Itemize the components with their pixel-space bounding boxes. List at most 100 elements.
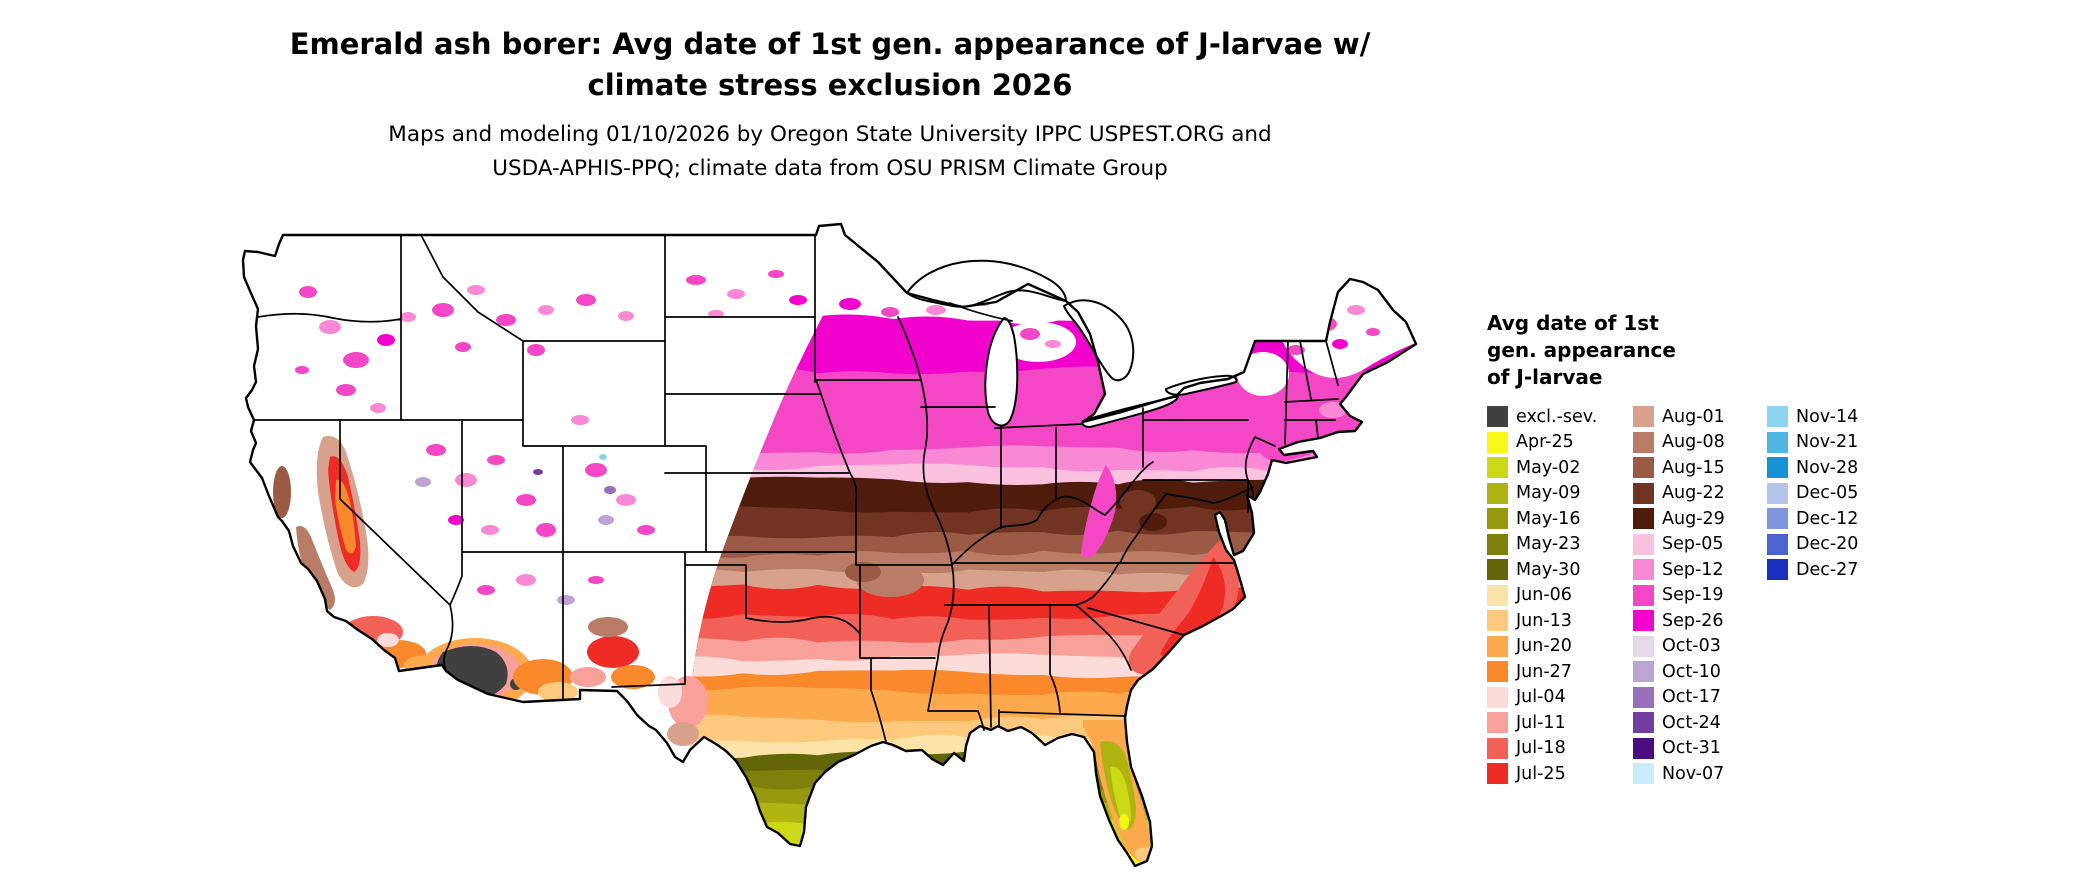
map-area: [238, 222, 1423, 884]
legend-label: Aug-15: [1662, 457, 1725, 478]
legend-swatch: [1633, 686, 1654, 708]
legend-label: Dec-27: [1796, 559, 1859, 580]
legend-item: Jun-27: [1487, 661, 1633, 682]
legend-swatch: [1633, 661, 1654, 682]
legend-item: Oct-24: [1633, 712, 1767, 733]
legend-item: Oct-31: [1633, 737, 1767, 759]
legend-item: Oct-03: [1633, 635, 1767, 657]
legend-swatch: [1487, 712, 1508, 733]
florida-yellow-speck: [1119, 814, 1129, 830]
legend-swatch: [1633, 712, 1654, 733]
legend-swatch: [1767, 457, 1788, 478]
legend-item: Oct-10: [1633, 661, 1767, 682]
legend-item: May-09: [1487, 482, 1633, 504]
wtx-tan: [667, 722, 699, 746]
page-subtitle: Maps and modeling 01/10/2026 by Oregon S…: [0, 118, 1660, 186]
legend-item: Jul-04: [1487, 686, 1633, 708]
legend-item: Nov-21: [1767, 431, 1897, 453]
legend-column: Nov-14 Nov-21 Nov-28 Dec-05 Dec-12 Dec-20 Dec-…: [1767, 406, 1897, 585]
legend-item: Dec-12: [1767, 508, 1897, 529]
legend-swatch: [1487, 559, 1508, 580]
legend-item: excl.-sev.: [1487, 406, 1633, 427]
legend-swatch: [1487, 431, 1508, 453]
legend-swatch: [1487, 635, 1508, 657]
legend-label: Nov-07: [1662, 763, 1725, 784]
legend-item: Jun-06: [1487, 584, 1633, 606]
legend-swatch: [1487, 737, 1508, 759]
legend-swatch: [1487, 482, 1508, 504]
legend-item: Aug-22: [1633, 482, 1767, 504]
legend-item: Jul-11: [1487, 712, 1633, 733]
legend-label: Dec-20: [1796, 534, 1859, 554]
nm-brown: [588, 617, 628, 637]
legend-swatch: [1633, 737, 1654, 759]
legend-label: Aug-22: [1662, 483, 1725, 503]
legend-swatch: [1487, 533, 1508, 555]
legend-item: Aug-08: [1633, 431, 1767, 453]
legend-swatch: [1767, 559, 1788, 580]
late-date-speckles: [295, 270, 1380, 605]
nm-orange: [611, 665, 655, 689]
legend-item: May-16: [1487, 508, 1633, 529]
legend-swatch: [1487, 686, 1508, 708]
socal-tan: [342, 637, 374, 655]
socal-pink: [377, 633, 399, 647]
legend-label: May-23: [1516, 534, 1581, 554]
legend-item: Dec-05: [1767, 482, 1897, 504]
legend-title-line-1: Avg date of 1st: [1487, 311, 1659, 335]
subtitle-line-1: Maps and modeling 01/10/2026 by Oregon S…: [388, 122, 1272, 147]
northern-michigan-white: [1000, 322, 1076, 362]
title-line-1: Emerald ash borer: Avg date of 1st gen. …: [289, 27, 1371, 61]
legend-label: Oct-10: [1662, 661, 1721, 682]
legend-item: Jun-20: [1487, 635, 1633, 657]
legend-label: Jul-11: [1516, 712, 1566, 733]
legend-label: Dec-12: [1796, 508, 1859, 529]
legend-swatch: [1633, 610, 1654, 631]
legend-item: Sep-19: [1633, 584, 1767, 606]
legend-item: Nov-07: [1633, 763, 1767, 784]
va-dark-brown-patch: [1139, 513, 1167, 531]
legend-label: Nov-14: [1796, 406, 1859, 427]
legend-item: Jun-13: [1487, 610, 1633, 631]
legend-label: Oct-24: [1662, 712, 1721, 733]
page-title: Emerald ash borer: Avg date of 1st gen. …: [0, 24, 1660, 106]
subtitle-line-2: USDA-APHIS-PPQ; climate data from OSU PR…: [492, 156, 1168, 181]
legend-label: May-09: [1516, 483, 1581, 503]
legend-item: Aug-01: [1633, 406, 1767, 427]
legend-item: Sep-26: [1633, 610, 1767, 631]
legend-item: Nov-14: [1767, 406, 1897, 427]
us-map: [241, 222, 1418, 868]
coastal-ma-pink: [1319, 402, 1347, 418]
adirondack-white: [1237, 352, 1289, 396]
legend-item: Aug-15: [1633, 457, 1767, 478]
legend-label: Nov-21: [1796, 432, 1859, 452]
legend-swatch: [1767, 482, 1788, 504]
legend-title: Avg date of 1st gen. appearance of J-lar…: [1487, 310, 1967, 391]
legend-label: Aug-08: [1662, 432, 1725, 452]
legend-label: Apr-25: [1516, 432, 1574, 452]
legend-label: Oct-17: [1662, 687, 1721, 707]
legend-swatch: [1767, 508, 1788, 529]
us-outline: [241, 222, 1418, 868]
band-Apr-25: [690, 843, 1416, 866]
wtx-palepink: [658, 676, 682, 708]
legend-swatch: [1633, 457, 1654, 478]
wv-dark-brown-patch: [1120, 490, 1156, 514]
legend-item: Sep-05: [1633, 533, 1767, 555]
legend-label: Jul-18: [1516, 738, 1566, 758]
legend-label: Sep-26: [1662, 610, 1724, 631]
ca-coast-brown: [296, 526, 335, 610]
legend-columns: excl.-sev. Apr-25 May-02 May-09 May-16 May-23…: [1487, 406, 1967, 789]
legend-label: Sep-19: [1662, 585, 1724, 605]
legend-item: Apr-25: [1487, 431, 1633, 453]
legend-swatch: [1487, 457, 1508, 478]
legend-label: excl.-sev.: [1516, 406, 1598, 427]
legend-swatch: [1633, 763, 1654, 784]
legend-title-line-2: gen. appearance: [1487, 338, 1676, 362]
legend-swatch: [1633, 635, 1654, 657]
legend-label: Aug-29: [1662, 508, 1725, 529]
legend-item: May-02: [1487, 457, 1633, 478]
legend-item: May-23: [1487, 533, 1633, 555]
legend-swatch: [1633, 431, 1654, 453]
